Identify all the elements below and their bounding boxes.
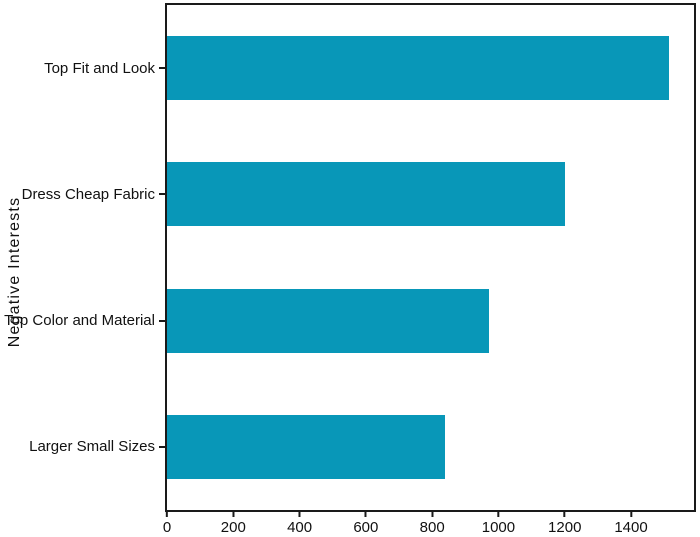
x-tick-mark — [298, 512, 301, 517]
x-tick-mark — [630, 512, 633, 517]
x-tick-label: 1400 — [614, 519, 648, 536]
bar — [167, 36, 670, 101]
bar-row — [167, 384, 694, 510]
x-tick: 1200 — [548, 512, 581, 536]
plot-area — [165, 3, 696, 512]
bar — [167, 414, 446, 479]
x-tick-label: 1200 — [548, 519, 582, 536]
y-tick-row: Dress Cheap Fabric — [0, 131, 165, 257]
x-tick-mark — [497, 512, 500, 517]
y-tick-row: Larger Small Sizes — [0, 384, 165, 510]
x-tick-label: 1000 — [481, 519, 516, 536]
bar-row — [167, 258, 694, 384]
x-tick-mark — [563, 512, 566, 517]
x-tick-label: 600 — [353, 519, 379, 536]
y-tick-mark — [159, 319, 165, 322]
y-tick-labels: Top Fit and Look Dress Cheap Fabric Top Co… — [0, 5, 165, 510]
category-label: Top Fit and Look — [44, 59, 155, 77]
bar — [167, 162, 565, 227]
x-tick-mark — [364, 512, 367, 517]
y-tick-mark — [159, 193, 165, 196]
x-tick-label: 400 — [287, 519, 313, 536]
x-tick: 200 — [221, 512, 246, 536]
y-tick-mark — [159, 445, 165, 448]
bar-row — [167, 5, 694, 131]
x-tick: 1400 — [614, 512, 648, 536]
x-tick-mark — [431, 512, 434, 517]
x-tick-label: 0 — [162, 519, 172, 536]
category-label: Larger Small Sizes — [29, 438, 155, 456]
y-tick-row: Top Fit and Look — [0, 5, 165, 131]
x-tick: 600 — [353, 512, 378, 536]
x-axis-ticks: 0 200 400 600 800 1000 1200 1400 — [163, 512, 694, 537]
x-tick: 400 — [287, 512, 312, 536]
x-tick: 0 — [163, 512, 171, 536]
x-tick-mark — [232, 512, 235, 517]
category-label: Top Color and Material — [4, 312, 155, 330]
category-label: Dress Cheap Fabric — [21, 185, 155, 203]
x-tick-label: 200 — [220, 519, 246, 536]
bar — [167, 288, 489, 353]
x-tick-label: 800 — [419, 519, 445, 536]
y-tick-mark — [159, 67, 165, 70]
x-tick: 1000 — [482, 512, 515, 536]
x-tick: 800 — [420, 512, 445, 536]
x-tick-mark — [166, 512, 168, 517]
bar-row — [167, 131, 694, 257]
y-tick-row: Top Color and Material — [0, 258, 165, 384]
